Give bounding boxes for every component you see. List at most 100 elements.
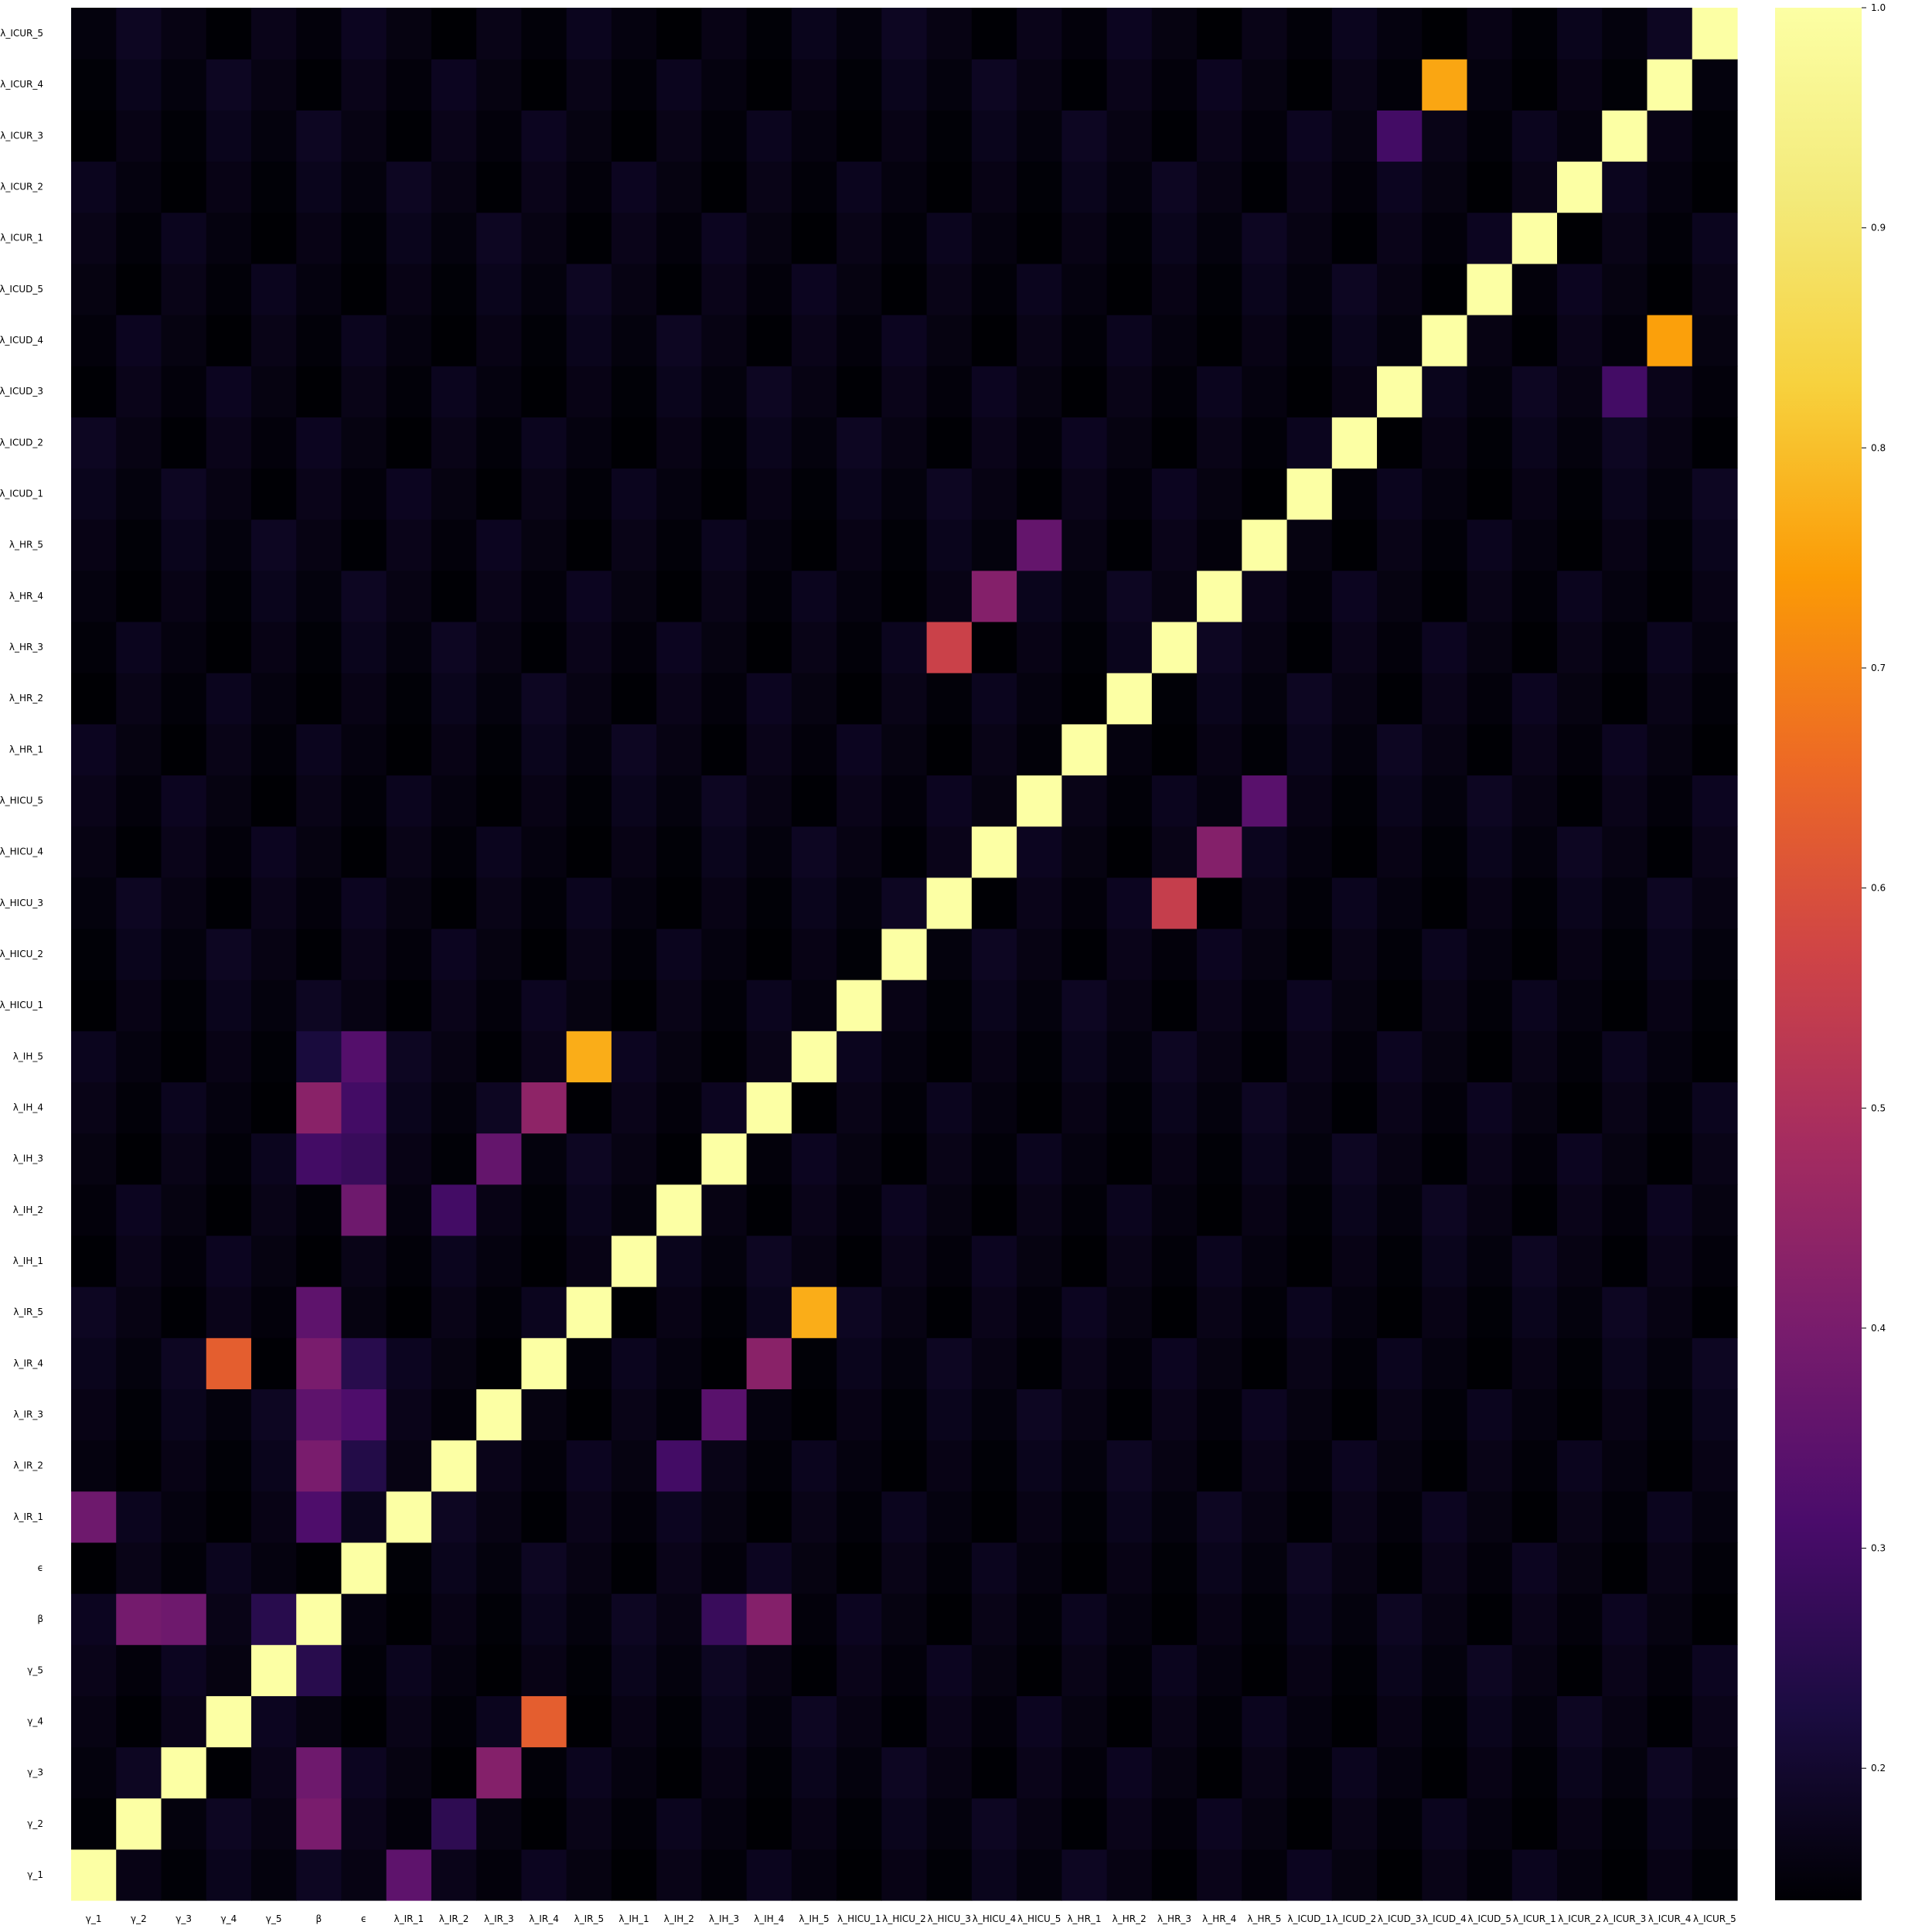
heatmap-cell-λ_HICU_5-λ_HR_5 xyxy=(1017,519,1062,571)
x-tick-label: λ_HICU_3 xyxy=(927,1913,970,1924)
heatmap-cell-λ_IH_2-λ_IR_4 xyxy=(656,1337,702,1389)
heatmap-cell-λ_IH_1-λ_HICU_4 xyxy=(611,826,657,878)
heatmap-cell-λ_ICUD_4-λ_HICU_2 xyxy=(1422,928,1468,980)
heatmap-cell-γ_2-β xyxy=(116,1593,162,1645)
heatmap-cell-λ_ICUD_4-λ_HR_3 xyxy=(1422,621,1468,673)
heatmap-cell-λ_IR_1-γ_1 xyxy=(386,1849,432,1901)
heatmap-cell-λ_IH_1-λ_HICU_5 xyxy=(611,775,657,827)
heatmap-cell-λ_HR_1-λ_ICUR_3 xyxy=(1061,110,1108,162)
heatmap-cell-γ_4-λ_IR_4 xyxy=(206,1337,252,1389)
heatmap-cell-λ_ICUD_2-λ_IH_5 xyxy=(1331,1031,1378,1082)
heatmap-cell-ϵ-λ_HICU_4 xyxy=(341,826,387,878)
heatmap-cell-λ_HICU_4-γ_2 xyxy=(971,1797,1017,1850)
heatmap-cell-λ_HICU_2-γ_3 xyxy=(881,1746,928,1799)
heatmap-cell-λ_ICUD_4-λ_IR_1 xyxy=(1422,1491,1468,1543)
heatmap-cell-λ_HR_4-λ_ICUD_4 xyxy=(1197,314,1242,366)
heatmap-cell-λ_IH_1-γ_2 xyxy=(611,1797,657,1850)
heatmap-cell-ϵ-λ_IR_2 xyxy=(341,1440,387,1492)
heatmap-cell-β-λ_IR_4 xyxy=(296,1337,342,1389)
heatmap-cell-λ_ICUR_4-λ_HR_5 xyxy=(1647,519,1693,571)
heatmap-cell-γ_1-λ_ICUD_5 xyxy=(71,263,117,315)
heatmap-cell-γ_1-λ_IR_2 xyxy=(71,1440,117,1492)
heatmap-cell-λ_ICUR_5-λ_IR_1 xyxy=(1692,1491,1738,1543)
heatmap-cell-γ_4-λ_ICUD_5 xyxy=(206,263,252,315)
heatmap-cell-λ_IR_4-λ_ICUD_1 xyxy=(521,468,567,520)
heatmap-cell-λ_HR_2-λ_IH_2 xyxy=(1106,1184,1153,1236)
heatmap-cell-λ_IH_1-λ_HR_5 xyxy=(611,519,657,571)
heatmap-cell-λ_IR_2-λ_ICUD_5 xyxy=(431,263,477,315)
heatmap-cell-λ_IR_4-λ_ICUD_5 xyxy=(521,263,567,315)
heatmap-cell-λ_HR_5-λ_IH_4 xyxy=(1242,1082,1288,1134)
heatmap-cell-γ_5-λ_ICUR_4 xyxy=(250,59,297,111)
heatmap-cell-λ_ICUD_2-λ_HICU_4 xyxy=(1331,826,1378,878)
heatmap-cell-λ_HICU_4-γ_3 xyxy=(971,1746,1017,1799)
heatmap-cell-ϵ-λ_HICU_2 xyxy=(341,928,387,980)
heatmap-cell-λ_HICU_3-λ_ICUR_5 xyxy=(926,8,973,60)
heatmap-cell-λ_IR_1-λ_ICUD_1 xyxy=(386,468,432,520)
heatmap-cell-λ_ICUD_5-λ_IR_3 xyxy=(1467,1389,1513,1441)
heatmap-cell-λ_ICUR_4-λ_ICUD_4 xyxy=(1647,314,1693,366)
heatmap-cell-γ_1-λ_HICU_1 xyxy=(71,980,117,1031)
heatmap-cell-λ_IH_3-λ_ICUR_3 xyxy=(701,110,748,162)
heatmap-cell-λ_IR_2-γ_1 xyxy=(431,1849,477,1901)
heatmap-cell-λ_HR_3-λ_HICU_2 xyxy=(1151,928,1198,980)
heatmap-cell-γ_2-λ_IH_1 xyxy=(116,1235,162,1287)
heatmap-cell-λ_ICUR_4-λ_IH_1 xyxy=(1647,1235,1693,1287)
heatmap-cell-λ_IH_4-λ_IH_3 xyxy=(746,1133,792,1185)
heatmap-cell-λ_ICUR_1-λ_IR_5 xyxy=(1511,1286,1558,1338)
heatmap-cell-ϵ-λ_ICUD_5 xyxy=(341,263,387,315)
heatmap-cell-λ_HICU_3-λ_IR_1 xyxy=(926,1491,973,1543)
x-tick-label: γ_4 xyxy=(221,1913,237,1924)
heatmap-cell-λ_HICU_2-λ_HICU_2 xyxy=(881,928,928,980)
heatmap-cell-λ_HICU_1-λ_ICUD_5 xyxy=(837,263,882,315)
heatmap-cell-γ_3-λ_HICU_5 xyxy=(161,775,207,827)
heatmap-cell-λ_IR_4-γ_2 xyxy=(521,1797,567,1850)
heatmap-cell-γ_4-λ_ICUD_3 xyxy=(206,366,252,417)
heatmap-cell-λ_ICUD_1-λ_ICUR_4 xyxy=(1286,59,1333,111)
heatmap-cell-λ_HICU_4-λ_IR_4 xyxy=(971,1337,1017,1389)
heatmap-cell-λ_IR_2-λ_HICU_5 xyxy=(431,775,477,827)
heatmap-cell-λ_ICUD_3-γ_5 xyxy=(1377,1644,1423,1696)
heatmap-cell-λ_HICU_1-λ_ICUR_2 xyxy=(837,161,882,213)
heatmap-cell-λ_ICUR_4-λ_HICU_2 xyxy=(1647,928,1693,980)
heatmap-cell-λ_ICUD_5-λ_IR_5 xyxy=(1467,1286,1513,1338)
heatmap-cell-λ_HR_5-γ_2 xyxy=(1242,1797,1288,1850)
heatmap-cell-λ_IR_1-λ_ICUR_1 xyxy=(386,212,432,264)
x-tick-label: λ_IH_3 xyxy=(709,1913,739,1924)
heatmap-cell-λ_HICU_1-λ_HR_2 xyxy=(837,673,882,724)
heatmap-cell-λ_ICUD_3-λ_IH_2 xyxy=(1377,1184,1423,1236)
heatmap-cell-λ_HR_4-λ_HR_3 xyxy=(1197,621,1242,673)
heatmap-cell-λ_IH_4-λ_HICU_2 xyxy=(746,928,792,980)
heatmap-cell-γ_4-γ_2 xyxy=(206,1797,252,1850)
heatmap-cell-γ_5-λ_IR_3 xyxy=(250,1389,297,1441)
heatmap-cell-γ_3-γ_5 xyxy=(161,1644,207,1696)
heatmap-cell-λ_ICUR_3-λ_ICUD_3 xyxy=(1602,366,1648,417)
heatmap-cell-λ_IH_3-γ_3 xyxy=(701,1746,748,1799)
heatmap-cell-λ_HR_4-λ_HR_4 xyxy=(1197,570,1242,622)
heatmap-cell-λ_ICUD_2-λ_ICUD_1 xyxy=(1331,468,1378,520)
heatmap-cell-λ_ICUR_2-γ_4 xyxy=(1557,1695,1603,1748)
heatmap-cell-λ_HR_4-λ_HICU_3 xyxy=(1197,877,1242,929)
heatmap-cell-λ_ICUD_2-λ_HR_2 xyxy=(1331,673,1378,724)
heatmap-cell-λ_IH_2-λ_IH_5 xyxy=(656,1031,702,1082)
heatmap-cell-λ_HR_5-λ_HR_4 xyxy=(1242,570,1288,622)
heatmap-cell-γ_3-λ_ICUR_4 xyxy=(161,59,207,111)
heatmap-cell-λ_ICUD_3-λ_ICUR_5 xyxy=(1377,8,1423,60)
heatmap-cell-γ_3-λ_HICU_1 xyxy=(161,980,207,1031)
heatmap-cell-λ_ICUR_5-λ_HICU_3 xyxy=(1692,877,1738,929)
heatmap-cell-λ_HICU_4-λ_ICUR_5 xyxy=(971,8,1017,60)
heatmap-cell-λ_IH_5-λ_IR_2 xyxy=(791,1440,837,1492)
heatmap-cell-λ_IH_5-λ_HR_4 xyxy=(791,570,837,622)
x-tick-label: λ_HR_3 xyxy=(1157,1913,1191,1924)
heatmap-cell-λ_HR_5-λ_IR_1 xyxy=(1242,1491,1288,1543)
heatmap-cell-λ_ICUR_3-λ_HR_2 xyxy=(1602,673,1648,724)
heatmap-cell-λ_ICUR_5-λ_IR_5 xyxy=(1692,1286,1738,1338)
heatmap-cell-λ_HR_5-γ_4 xyxy=(1242,1695,1288,1748)
heatmap-cell-γ_1-λ_HICU_5 xyxy=(71,775,117,827)
heatmap-cell-ϵ-ϵ xyxy=(341,1542,387,1594)
heatmap-cell-λ_HICU_5-λ_IR_5 xyxy=(1017,1286,1062,1338)
heatmap-cell-λ_ICUR_5-λ_HR_5 xyxy=(1692,519,1738,571)
heatmap-cell-λ_HR_5-λ_IH_1 xyxy=(1242,1235,1288,1287)
heatmap-cell-λ_IR_2-λ_IR_4 xyxy=(431,1337,477,1389)
heatmap-cell-λ_HR_1-λ_IH_2 xyxy=(1061,1184,1108,1236)
